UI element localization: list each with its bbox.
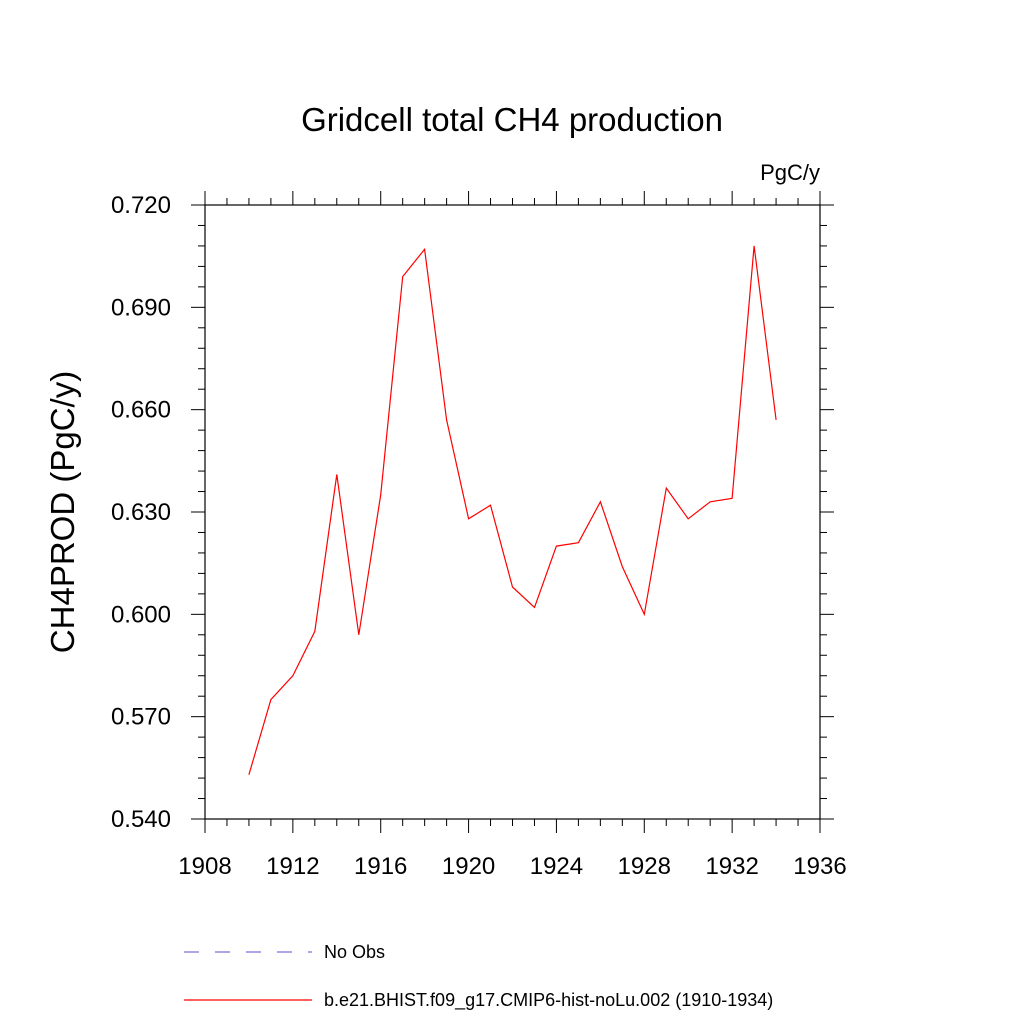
- y-axis-label: CH4PROD (PgC/y): [44, 371, 81, 653]
- x-tick-label: 1928: [618, 853, 671, 880]
- x-tick-label: 1908: [178, 853, 231, 880]
- plot-frame: [204, 204, 821, 820]
- y-tick-label: 0.720: [111, 192, 171, 219]
- chart-title: Gridcell total CH4 production: [301, 101, 723, 138]
- legend-label: No Obs: [324, 942, 385, 962]
- x-tick-label: 1936: [793, 853, 846, 880]
- y-tick-label: 0.690: [111, 294, 171, 321]
- y-tick-label: 0.630: [111, 499, 171, 526]
- y-tick-label: 0.660: [111, 397, 171, 424]
- y-tick-label: 0.570: [111, 704, 171, 731]
- x-tick-label: 1932: [705, 853, 758, 880]
- legend-label: b.e21.BHIST.f09_g17.CMIP6-hist-noLu.002 …: [324, 990, 773, 1011]
- legend: No Obs b.e21.BHIST.f09_g17.CMIP6-hist-noL…: [184, 942, 773, 1011]
- x-tick-label: 1924: [530, 853, 583, 880]
- series-layer: [248, 245, 777, 775]
- x-tick-label: 1912: [266, 853, 319, 880]
- x-tick-label: 1916: [354, 853, 407, 880]
- x-tick-label: 1920: [442, 853, 495, 880]
- units-label: PgC/y: [760, 160, 820, 185]
- series-line: [248, 245, 777, 775]
- y-tick-label: 0.540: [111, 806, 171, 833]
- axes: 1908 1912 1916 1920 1924 1928 1932 1936 0.540 0.5…: [111, 191, 847, 880]
- y-tick-label: 0.600: [111, 601, 171, 628]
